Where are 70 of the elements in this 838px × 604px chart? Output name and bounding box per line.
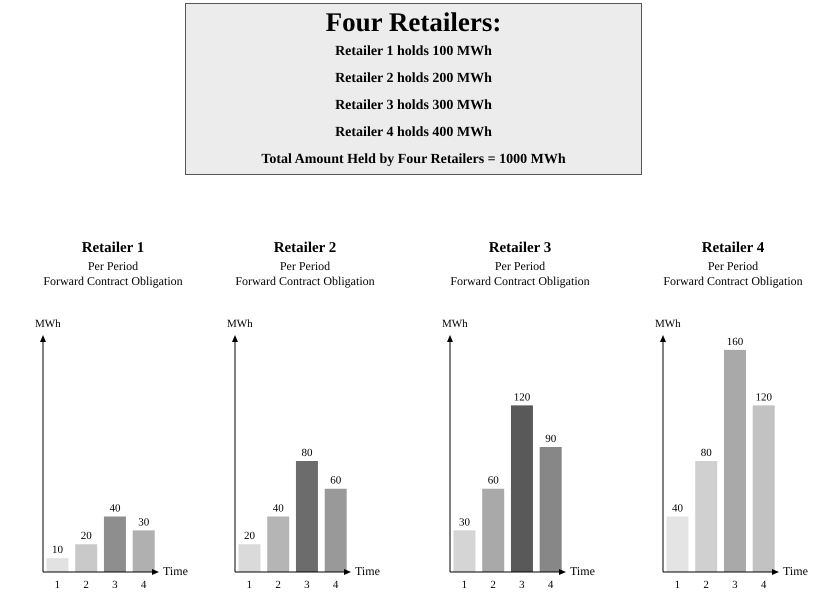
chart-subtitle: Per Period Forward Contract Obligation xyxy=(234,259,376,289)
bar xyxy=(75,544,98,572)
x-axis-title: Time xyxy=(783,564,808,579)
x-tick-label: 2 xyxy=(703,578,709,591)
text: Retailer 2 holds 200 MWh xyxy=(334,70,493,88)
x-tick-label: 2 xyxy=(490,578,496,591)
x-tick-label: 3 xyxy=(519,578,526,591)
x-tick-label: 1 xyxy=(54,578,60,591)
bar xyxy=(453,530,476,572)
data-label: 40 xyxy=(272,502,284,514)
y-axis-title: MWh xyxy=(442,318,468,330)
chart-title: Retailer 2 xyxy=(272,240,338,257)
bar xyxy=(752,405,775,572)
x-axis-title: Time xyxy=(355,564,380,579)
text: Retailer 1 holds 100 MWh xyxy=(334,43,493,61)
data-label: 30 xyxy=(138,516,150,528)
x-tick-label: 4 xyxy=(548,578,554,591)
data-label: 20 xyxy=(80,530,92,542)
bar xyxy=(510,405,533,572)
chart-subtitle: Per Period Forward Contract Obligation xyxy=(662,259,804,289)
chart-title: Retailer 4 xyxy=(700,240,766,257)
data-label: 80 xyxy=(301,446,313,459)
bar xyxy=(296,460,318,572)
bar xyxy=(132,530,155,572)
bar xyxy=(666,516,688,572)
data-label: 60 xyxy=(330,474,342,487)
x-tick-label: 3 xyxy=(112,578,118,591)
bar xyxy=(238,544,260,572)
y-axis-title: MWh xyxy=(655,318,681,330)
y-axis-title: MWh xyxy=(35,318,61,330)
bar xyxy=(724,350,746,572)
data-label: 20 xyxy=(244,530,256,542)
x-tick-label: 1 xyxy=(674,578,680,591)
bar xyxy=(267,516,290,572)
bar xyxy=(540,447,562,572)
data-label: 40 xyxy=(109,502,121,514)
data-label: 80 xyxy=(700,446,712,459)
x-axis-title: Time xyxy=(163,564,188,579)
text: Four Retailers: xyxy=(324,6,502,38)
chart-subtitle: Per Period Forward Contract Obligation xyxy=(42,259,184,289)
x-tick-label: 4 xyxy=(332,578,339,591)
data-label: 40 xyxy=(672,502,684,514)
bar xyxy=(104,516,126,572)
text: Retailer 4 holds 400 MWh xyxy=(334,124,493,142)
bar xyxy=(695,460,718,572)
data-label: 120 xyxy=(514,391,531,404)
x-tick-label: 3 xyxy=(732,578,738,591)
data-label: 30 xyxy=(458,516,470,528)
bar xyxy=(482,488,504,572)
data-label: 60 xyxy=(488,474,500,487)
chart-title: Retailer 1 xyxy=(80,240,146,257)
data-label: 10 xyxy=(52,544,64,556)
x-axis-title: Time xyxy=(570,564,595,579)
x-tick-label: 4 xyxy=(140,578,147,591)
text: Retailer 3 holds 300 MWh xyxy=(334,97,493,115)
bar xyxy=(46,558,68,572)
bar xyxy=(324,488,347,572)
x-tick-label: 4 xyxy=(760,578,767,591)
data-label: 160 xyxy=(726,336,744,348)
text: Total Amount Held by Four Retailers = 1000 MWh xyxy=(260,151,567,169)
x-tick-label: 1 xyxy=(246,578,252,591)
x-tick-label: 1 xyxy=(462,578,468,591)
data-label: 90 xyxy=(545,433,557,446)
chart-subtitle: Per Period Forward Contract Obligation xyxy=(449,259,591,289)
chart-title: Retailer 3 xyxy=(488,240,552,257)
x-tick-label: 2 xyxy=(275,578,281,591)
y-axis-title: MWh xyxy=(227,318,253,330)
x-tick-label: 3 xyxy=(304,578,310,591)
data-label: 120 xyxy=(755,391,772,404)
x-tick-label: 2 xyxy=(83,578,89,591)
